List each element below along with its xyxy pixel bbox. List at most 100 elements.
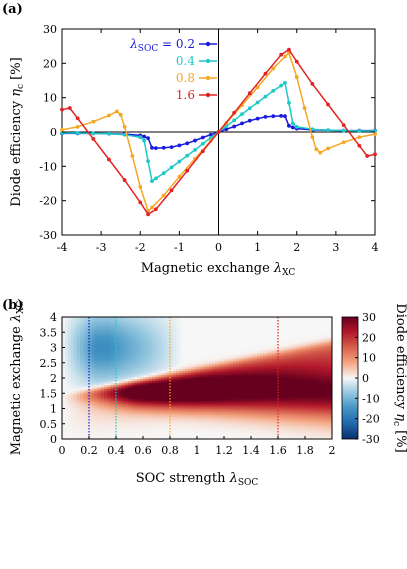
heatmap-cell xyxy=(179,337,183,340)
heatmap-cell xyxy=(179,381,183,384)
heatmap-cell xyxy=(200,365,204,368)
data-point xyxy=(247,106,252,111)
heatmap-cell xyxy=(290,407,294,410)
heatmap-cell xyxy=(128,389,132,392)
heatmap-cell xyxy=(200,387,204,390)
heatmap-cell xyxy=(92,363,96,366)
heatmap-cell xyxy=(161,381,165,384)
heatmap-cell xyxy=(77,435,81,438)
heatmap-cell xyxy=(239,331,243,334)
panel-b-label: (b) xyxy=(2,298,23,313)
heatmap-cell xyxy=(287,359,291,362)
heatmap-cell xyxy=(248,365,252,368)
heatmap-cell xyxy=(86,323,90,326)
heatmap-cell xyxy=(89,317,93,320)
heatmap-cell xyxy=(293,329,297,332)
heatmap-cell xyxy=(248,347,252,350)
heatmap-cell xyxy=(86,397,90,400)
heatmap-cell xyxy=(104,395,108,398)
heatmap-cell xyxy=(185,367,189,370)
data-point xyxy=(255,116,260,121)
heatmap-cell xyxy=(293,345,297,348)
heatmap-cell xyxy=(215,385,219,388)
y-tick-label: 20 xyxy=(43,57,57,70)
data-point xyxy=(146,159,150,164)
heatmap-cell xyxy=(218,405,222,408)
heatmap-cell xyxy=(272,397,276,400)
heatmap-cell xyxy=(155,349,159,352)
heatmap-cell xyxy=(176,391,180,394)
heatmap-cell xyxy=(173,391,177,394)
heatmap-cell xyxy=(170,385,174,388)
heatmap-cell xyxy=(74,405,78,408)
heatmap-cell xyxy=(71,385,75,388)
heatmap-cell xyxy=(140,323,144,326)
heatmap-cell xyxy=(119,319,123,322)
heatmap-cell xyxy=(104,387,108,390)
heatmap-cell xyxy=(233,385,237,388)
heatmap-cell xyxy=(170,339,174,342)
heatmap-cell xyxy=(146,317,150,320)
heatmap-cell xyxy=(221,361,225,364)
heatmap-cell xyxy=(98,395,102,398)
heatmap-cell xyxy=(119,355,123,358)
heatmap-cell xyxy=(137,415,141,418)
heatmap-cell xyxy=(179,377,183,380)
heatmap-cell xyxy=(200,317,204,320)
heatmap-cell xyxy=(209,355,213,358)
heatmap-cell xyxy=(278,367,282,370)
heatmap-cell xyxy=(239,411,243,414)
x-tick-label: 3 xyxy=(332,241,339,254)
heatmap-cell xyxy=(80,387,84,390)
heatmap-cell xyxy=(149,327,153,330)
heatmap-cell xyxy=(173,383,177,386)
heatmap-cell xyxy=(191,395,195,398)
heatmap-cell xyxy=(230,357,234,360)
heatmap-cell xyxy=(155,343,159,346)
heatmap-cell xyxy=(71,395,75,398)
heatmap-cell xyxy=(206,397,210,400)
heatmap-cell xyxy=(176,399,180,402)
heatmap-cell xyxy=(74,349,78,352)
heatmap-cell xyxy=(179,319,183,322)
heatmap-cell xyxy=(278,425,282,428)
heatmap-cell xyxy=(95,393,99,396)
heatmap-cell xyxy=(143,341,147,344)
heatmap-cell xyxy=(164,425,168,428)
heatmap-cell xyxy=(113,435,117,438)
heatmap-cell xyxy=(110,423,114,426)
heatmap-cell xyxy=(260,403,264,406)
heatmap-cell xyxy=(170,399,174,402)
heatmap-cell xyxy=(146,343,150,346)
heatmap-cell xyxy=(134,365,138,368)
heatmap-cell xyxy=(212,373,216,376)
heatmap-cell xyxy=(254,347,258,350)
heatmap-cell xyxy=(71,341,75,344)
heatmap-cell xyxy=(137,381,141,384)
heatmap-cell xyxy=(119,337,123,340)
heatmap-cell xyxy=(227,435,231,438)
heatmap-cell xyxy=(194,423,198,426)
heatmap-cell xyxy=(239,431,243,434)
heatmap-cell xyxy=(275,347,279,350)
heatmap-cell xyxy=(236,393,240,396)
heatmap-cell xyxy=(110,341,114,344)
heatmap-cell xyxy=(194,401,198,404)
heatmap-cell xyxy=(134,373,138,376)
heatmap-cell xyxy=(212,375,216,378)
heatmap-cell xyxy=(158,341,162,344)
data-point xyxy=(122,132,127,137)
heatmap-cell xyxy=(281,425,285,428)
heatmap-cell xyxy=(182,409,186,412)
heatmap-cell xyxy=(65,407,69,410)
heatmap-cell xyxy=(176,319,180,322)
heatmap-cell xyxy=(167,395,171,398)
heatmap-cell xyxy=(293,335,297,338)
heatmap-cell xyxy=(245,349,249,352)
heatmap-cell xyxy=(101,353,105,356)
heatmap-cell xyxy=(71,427,75,430)
heatmap-cell xyxy=(143,323,147,326)
heatmap-cell xyxy=(149,369,153,372)
heatmap-cell xyxy=(137,429,141,432)
heatmap-cell xyxy=(122,385,126,388)
